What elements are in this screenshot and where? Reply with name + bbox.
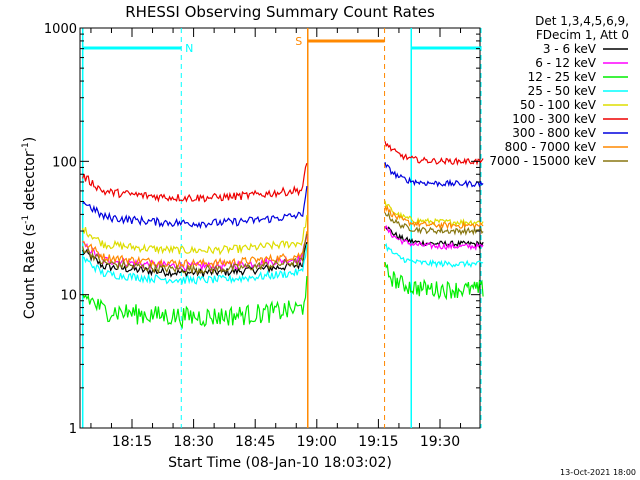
series-line-post-gap: [384, 224, 484, 251]
legend-label: 7000 - 15000 keV: [489, 154, 596, 168]
legend-label: 50 - 100 keV: [520, 98, 597, 112]
y-axis-label: Count Rate (s-1 detector-1): [21, 137, 38, 319]
series-line-pre-gap: [82, 231, 308, 269]
legend-label: 300 - 800 keV: [512, 126, 596, 140]
y-axis-label-part1: Count Rate (s: [22, 224, 38, 319]
y-axis-label-part2: detector: [22, 151, 38, 215]
series-line-pre-gap: [82, 163, 308, 203]
series-line-pre-gap: [82, 214, 308, 256]
y-axis-label-sup2: -1: [21, 142, 31, 151]
chart-title: RHESSI Observing Summary Count Rates: [125, 3, 435, 21]
x-tick-label: 19:00: [297, 434, 337, 450]
legend-label: 3 - 6 keV: [543, 42, 597, 56]
y-tick-label: 1000: [44, 22, 77, 37]
legend-label: 100 - 300 keV: [512, 112, 596, 126]
x-axis-label: Start Time (08-Jan-10 18:03:02): [168, 455, 392, 471]
series-line-post-gap: [384, 161, 484, 189]
series-line-post-gap: [384, 211, 484, 237]
y-axis-label-sup1: -1: [21, 215, 31, 224]
saa-flag-label: S: [295, 35, 302, 48]
series-line-post-gap: [384, 141, 484, 166]
series-line-pre-gap: [82, 233, 308, 276]
night-flag-label: N: [185, 42, 193, 55]
y-tick-label: 10: [60, 289, 77, 304]
series-line-post-gap: [384, 242, 484, 269]
legend-label: 12 - 25 keV: [528, 70, 597, 84]
timestamp: 13-Oct-2021 18:00: [560, 468, 636, 477]
x-axis-ticks: 18:15 18:30 18:45 19:00 19:15 19:30: [90, 28, 462, 450]
series-line-pre-gap: [82, 186, 308, 230]
legend-label: 6 - 12 keV: [535, 56, 597, 70]
x-tick-label: 19:15: [358, 434, 398, 450]
plot-frame: [79, 27, 481, 429]
series-lines: [82, 141, 484, 330]
y-tick-label: 1: [69, 422, 77, 437]
series-line-post-gap: [384, 205, 484, 231]
series-line-pre-gap: [82, 276, 308, 330]
legend: Det 1,3,4,5,6,9, FDecim 1, Att 0 3 - 6 k…: [489, 14, 629, 168]
x-tick-label: 19:30: [420, 434, 460, 450]
legend-label: 25 - 50 keV: [528, 84, 597, 98]
x-tick-label: 18:30: [173, 434, 213, 450]
x-tick-label: 18:45: [235, 434, 275, 450]
y-tick-label: 100: [52, 155, 77, 170]
series-line-pre-gap: [82, 244, 308, 285]
series-line-post-gap: [384, 261, 484, 301]
y-axis-ticks: 1 10 100 1000: [44, 22, 480, 437]
legend-header-line1: Det 1,3,4,5,6,9,: [535, 14, 629, 28]
y-axis-label-part3: ): [22, 137, 38, 142]
legend-label: 800 - 7000 keV: [505, 140, 597, 154]
legend-header-line2: FDecim 1, Att 0: [536, 28, 629, 42]
x-tick-label: 18:15: [112, 434, 152, 450]
